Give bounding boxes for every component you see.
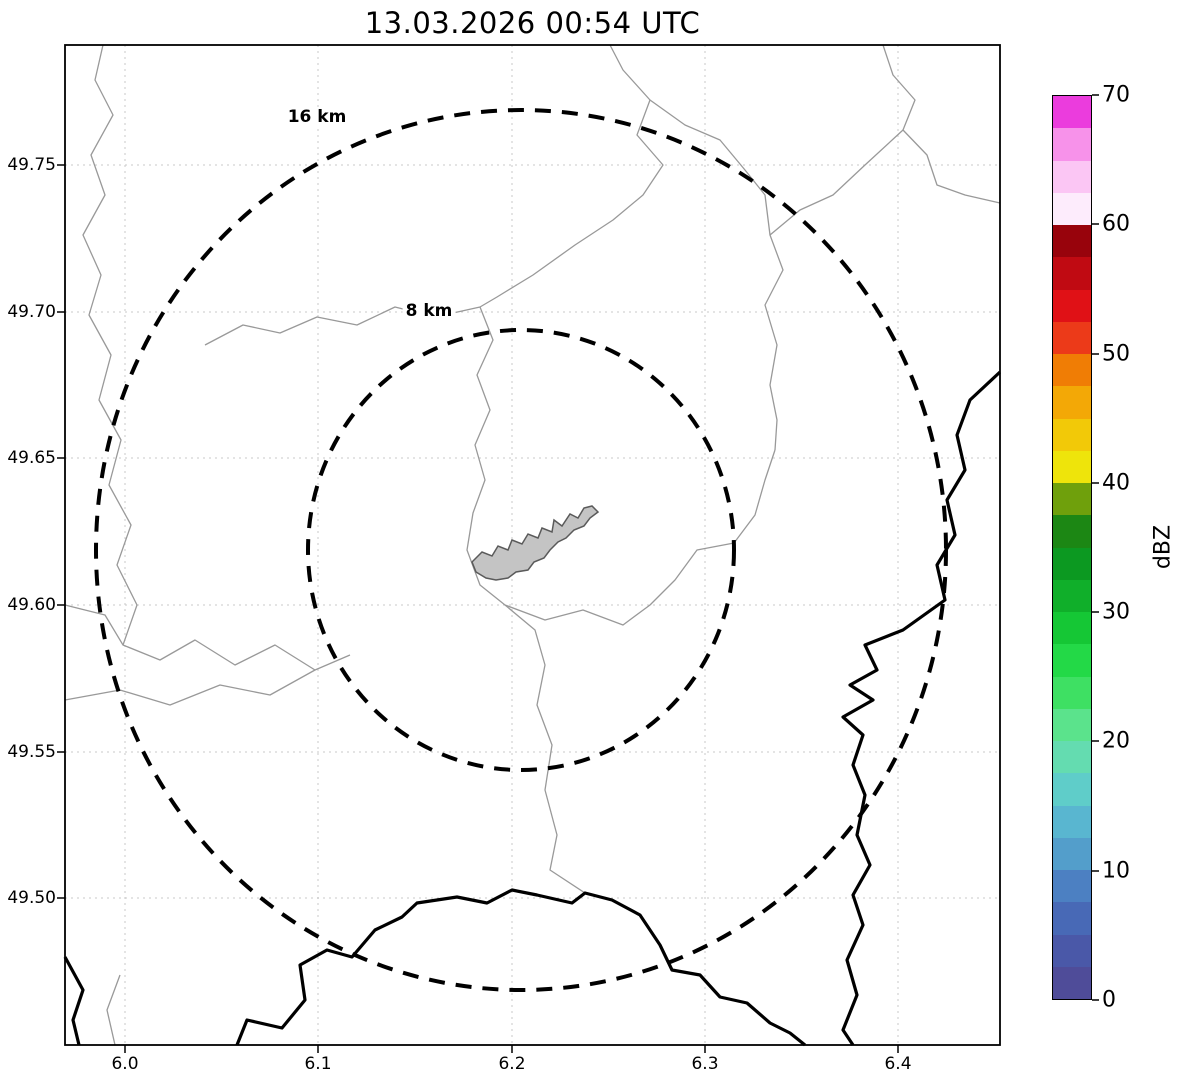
- colorbar-segment: [1053, 773, 1091, 806]
- colorbar-segment: [1053, 418, 1091, 451]
- x-tick-label: 6.2: [498, 1054, 526, 1074]
- colorbar: [1052, 95, 1092, 1000]
- border-lines: [63, 370, 1002, 1047]
- colorbar-tick-label: 30: [1102, 599, 1130, 625]
- colorbar-segment: [1053, 160, 1091, 193]
- colorbar-segment: [1053, 579, 1091, 612]
- colorbar-segment: [1053, 192, 1091, 225]
- colorbar-segment: [1053, 289, 1091, 322]
- colorbar-segment: [1053, 321, 1091, 354]
- plot-frame: [64, 44, 1001, 1046]
- colorbar-segment: [1053, 741, 1091, 774]
- colorbar-segment: [1053, 483, 1091, 516]
- x-tick-label: 6.4: [884, 1054, 912, 1074]
- colorbar-segment: [1053, 515, 1091, 548]
- colorbar-tick-label: 50: [1102, 341, 1130, 367]
- river-lines: [64, 44, 1001, 1046]
- colorbar-unit-label: dBZ: [1150, 524, 1176, 570]
- x-tick-label: 6.3: [691, 1054, 719, 1074]
- colorbar-tick-label: 10: [1102, 858, 1130, 884]
- y-tick-label: 49.65: [7, 448, 56, 468]
- colorbar-segment: [1053, 354, 1091, 387]
- x-tick-label: 6.0: [111, 1054, 139, 1074]
- colorbar-segment: [1053, 225, 1091, 258]
- colorbar-segment: [1053, 450, 1091, 483]
- colorbar-segment: [1053, 612, 1091, 645]
- range-rings: [94, 108, 948, 992]
- plot-title: 13.03.2026 00:54 UTC: [364, 6, 701, 40]
- colorbar-segment: [1053, 128, 1091, 161]
- axis-tick-marks: [57, 164, 899, 1053]
- ring-label-8km: 8 km: [402, 301, 456, 321]
- colorbar-tick-label: 40: [1102, 470, 1130, 496]
- colorbar-segment: [1053, 902, 1091, 935]
- colorbar-tick-marks: [1092, 94, 1099, 1001]
- colorbar-segment: [1053, 644, 1091, 677]
- colorbar-segment: [1053, 676, 1091, 709]
- colorbar-tick-label: 70: [1102, 82, 1130, 108]
- colorbar-tick-label: 20: [1102, 728, 1130, 754]
- colorbar-segment: [1053, 257, 1091, 290]
- y-tick-label: 49.60: [7, 595, 56, 615]
- y-tick-label: 49.55: [7, 742, 56, 762]
- city-boundary-polygon: [471, 505, 600, 581]
- x-tick-label: 6.1: [304, 1054, 332, 1074]
- colorbar-segment: [1053, 547, 1091, 580]
- y-tick-label: 49.50: [7, 888, 56, 908]
- colorbar-tick-label: 60: [1102, 211, 1130, 237]
- colorbar-segment: [1053, 837, 1091, 870]
- colorbar-segment: [1053, 870, 1091, 903]
- colorbar-segment: [1053, 805, 1091, 838]
- y-tick-label: 49.75: [7, 155, 56, 175]
- ring-16km: [94, 108, 948, 992]
- ring-label-16km: 16 km: [284, 107, 350, 127]
- colorbar-tick-label: 0: [1102, 987, 1116, 1013]
- colorbar-segment: [1053, 934, 1091, 967]
- colorbar-segment: [1053, 708, 1091, 741]
- colorbar-segment: [1053, 966, 1091, 999]
- colorbar-segment: [1053, 96, 1091, 129]
- colorbar-segment: [1053, 386, 1091, 419]
- ring-8km: [306, 328, 736, 772]
- y-tick-label: 49.70: [7, 302, 56, 322]
